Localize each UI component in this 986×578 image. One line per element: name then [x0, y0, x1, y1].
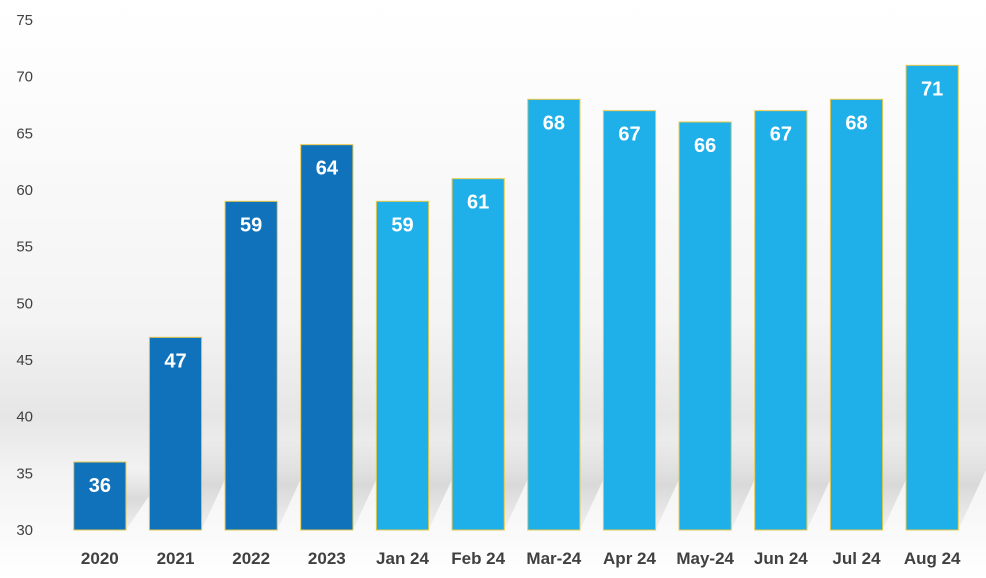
- bar-2021: [148, 336, 203, 531]
- data-label: 36: [89, 475, 111, 497]
- data-label: 67: [770, 124, 792, 146]
- bar-may-24: [678, 121, 732, 531]
- bar-apr-24: [602, 110, 657, 531]
- x-tick-label: Feb 24: [451, 549, 505, 568]
- y-tick-label: 55: [16, 239, 33, 256]
- bar-jul-24: [829, 98, 884, 531]
- x-tick-label: 2022: [232, 549, 270, 568]
- bar-aug-24: [905, 64, 959, 531]
- bar-mar-24: [527, 98, 581, 531]
- y-tick-label: 60: [16, 182, 33, 199]
- x-tick-label: 2021: [157, 549, 195, 568]
- y-tick-label: 30: [16, 522, 33, 539]
- data-label: 64: [316, 158, 339, 180]
- x-tick-label: May-24: [676, 549, 734, 568]
- y-tick-label: 70: [16, 69, 33, 86]
- y-tick-label: 45: [16, 352, 33, 369]
- x-tick-label: 2020: [81, 549, 119, 568]
- bar-2022: [224, 200, 278, 531]
- data-label: 47: [164, 350, 186, 372]
- y-tick-label: 75: [16, 12, 33, 29]
- data-label: 71: [921, 78, 943, 100]
- x-axis: 2020 2021 2022 2023 Jan 24 Feb 24 Mar-24 Apr 24…: [81, 549, 961, 568]
- y-axis: 30 35 40 45 50 55 60 65 70 75: [16, 12, 33, 539]
- x-tick-label: 2023: [308, 549, 346, 568]
- y-tick-label: 40: [16, 409, 33, 426]
- x-tick-label: Mar-24: [526, 549, 581, 568]
- bars: 36 47 59 64 59 61 68 67 66 67 68 71: [73, 64, 959, 531]
- data-label: 67: [618, 124, 640, 146]
- data-label: 68: [845, 112, 867, 134]
- data-label: 66: [694, 135, 716, 157]
- bar-jan-24: [375, 200, 430, 531]
- y-tick-label: 65: [16, 125, 33, 142]
- x-tick-label: Aug 24: [904, 549, 961, 568]
- bar-jun-24: [754, 110, 808, 531]
- data-label: 61: [467, 192, 489, 214]
- x-tick-label: Jun 24: [754, 549, 808, 568]
- bar-2023: [300, 144, 354, 531]
- y-tick-label: 35: [16, 465, 33, 482]
- data-label: 59: [391, 214, 413, 236]
- data-label: 68: [543, 112, 565, 134]
- data-label: 59: [240, 214, 262, 236]
- x-tick-label: Jul 24: [832, 549, 881, 568]
- x-tick-label: Jan 24: [376, 549, 429, 568]
- x-tick-label: Apr 24: [603, 549, 656, 568]
- bar-feb-24: [451, 178, 505, 531]
- y-tick-label: 50: [16, 295, 33, 312]
- bar-2020: [73, 461, 127, 531]
